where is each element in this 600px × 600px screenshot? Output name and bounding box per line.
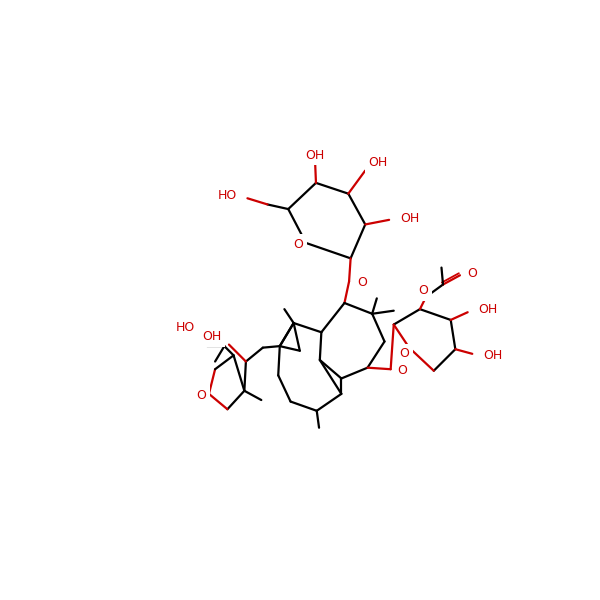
Text: OH: OH — [305, 149, 325, 161]
Text: OH: OH — [478, 302, 497, 316]
Text: O: O — [467, 267, 478, 280]
Text: HO: HO — [217, 188, 236, 202]
Text: OH: OH — [400, 212, 419, 225]
Text: HO: HO — [176, 321, 195, 334]
Text: OH: OH — [368, 157, 388, 169]
Text: OH: OH — [483, 349, 502, 362]
Text: O: O — [397, 364, 407, 377]
Text: O: O — [357, 277, 367, 289]
Text: O: O — [196, 389, 206, 402]
Text: O: O — [293, 238, 303, 251]
Text: O: O — [418, 284, 428, 297]
Text: O: O — [400, 347, 409, 361]
Text: OH: OH — [202, 331, 221, 343]
